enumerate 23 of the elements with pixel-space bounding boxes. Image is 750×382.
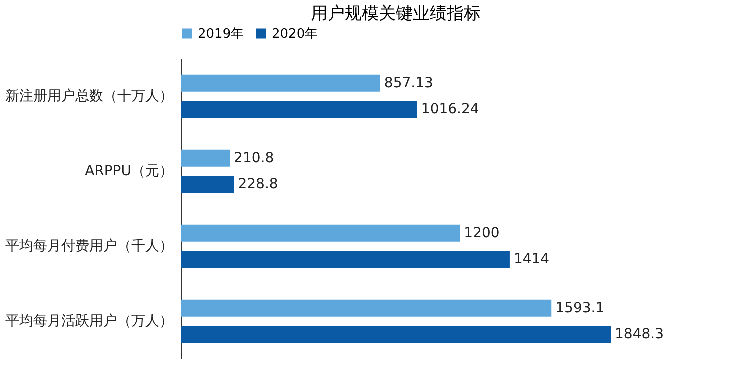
- bar: [181, 224, 460, 242]
- legend-label: 2019年: [198, 26, 244, 42]
- data-label: 1593.1: [556, 300, 605, 316]
- bar: [181, 176, 234, 194]
- data-label: 228.8: [238, 176, 278, 193]
- bar: [181, 150, 230, 167]
- data-label: 1414: [514, 252, 550, 268]
- y-tick-label: ARPPU（元）: [85, 164, 174, 180]
- data-label: 857.13: [384, 75, 434, 92]
- data-label: 1848.3: [615, 326, 664, 343]
- y-tick-label: 平均每月付费用户（千人）: [6, 238, 174, 254]
- bar: [181, 251, 510, 268]
- bar: [181, 101, 418, 118]
- chart-title: 用户规模关键业绩指标: [311, 4, 481, 24]
- y-tick-label: 新注册用户总数（十万人）: [6, 88, 174, 104]
- bar: [181, 326, 611, 344]
- bar: [181, 74, 380, 92]
- data-label: 210.8: [234, 150, 274, 166]
- data-label: 1016.24: [421, 102, 480, 118]
- legend-label: 2020年: [272, 26, 318, 42]
- y-tick-label: 平均每月活跃用户（万人）: [6, 314, 174, 330]
- bar: [181, 300, 552, 317]
- data-label: 1200: [464, 225, 500, 242]
